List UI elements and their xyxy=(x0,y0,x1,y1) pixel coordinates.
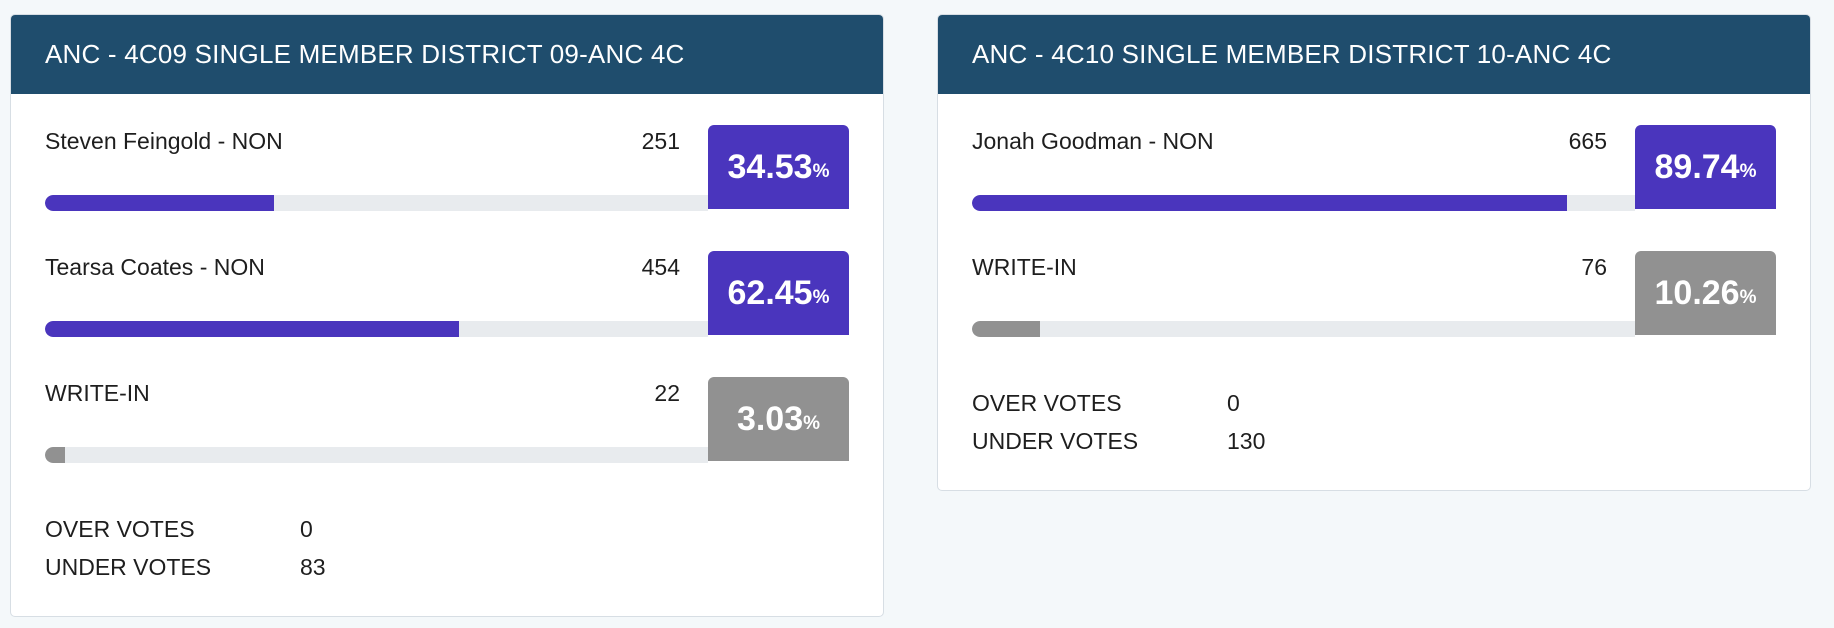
vote-stats: OVER VOTES 0 UNDER VOTES 130 xyxy=(972,384,1776,460)
percent-value: 3.03 xyxy=(736,399,804,438)
over-votes-row: OVER VOTES 0 xyxy=(45,510,849,548)
candidate-votes: 454 xyxy=(641,254,680,280)
vote-bar-fill xyxy=(45,321,460,337)
candidate-name: Steven Feingold - NON xyxy=(45,128,283,154)
percent-sign: % xyxy=(812,287,830,308)
vote-bar-track xyxy=(45,447,708,463)
candidate-votes: 76 xyxy=(1581,254,1607,280)
under-votes-row: UNDER VOTES 130 xyxy=(972,422,1776,460)
over-votes-label: OVER VOTES xyxy=(972,390,1122,416)
percent-sign: % xyxy=(812,161,830,182)
candidate-row: Tearsa Coates - NON 454 62.45 % xyxy=(45,251,849,379)
candidate-row: Steven Feingold - NON 251 34.53 % xyxy=(45,125,849,253)
candidate-votes: 251 xyxy=(641,128,680,154)
percent-badge: 10.26 % xyxy=(1635,251,1776,335)
vote-bar-track xyxy=(45,195,708,211)
under-votes-value: 83 xyxy=(300,554,326,580)
over-votes-label: OVER VOTES xyxy=(45,516,195,542)
vote-bar-fill xyxy=(45,447,66,463)
over-votes-row: OVER VOTES 0 xyxy=(972,384,1776,422)
percent-sign: % xyxy=(803,413,821,434)
percent-badge: 34.53 % xyxy=(708,125,849,209)
percent-badge: 89.74 % xyxy=(1635,125,1776,209)
over-votes-value: 0 xyxy=(300,516,313,542)
vote-bar-fill xyxy=(972,321,1041,337)
over-votes-value: 0 xyxy=(1227,390,1240,416)
under-votes-label: UNDER VOTES xyxy=(972,428,1139,454)
candidate-row: WRITE-IN 76 10.26 % xyxy=(972,251,1776,379)
candidate-votes: 22 xyxy=(654,380,680,406)
vote-bar-track xyxy=(972,195,1635,211)
candidate-name: Jonah Goodman - NON xyxy=(972,128,1214,154)
results-list: Steven Feingold - NON 251 34.53 % Tearsa… xyxy=(11,94,883,586)
vote-bar-fill xyxy=(972,195,1567,211)
district-title: ANC - 4C09 SINGLE MEMBER DISTRICT 09-ANC… xyxy=(11,15,883,94)
vote-bar-fill xyxy=(45,195,274,211)
district-title: ANC - 4C10 SINGLE MEMBER DISTRICT 10-ANC… xyxy=(938,15,1810,94)
percent-value: 62.45 xyxy=(727,273,813,312)
under-votes-value: 130 xyxy=(1227,428,1266,454)
percent-value: 89.74 xyxy=(1654,147,1740,186)
under-votes-label: UNDER VOTES xyxy=(45,554,212,580)
vote-stats: OVER VOTES 0 UNDER VOTES 83 xyxy=(45,510,849,586)
percent-value: 10.26 xyxy=(1654,273,1740,312)
percent-sign: % xyxy=(1739,287,1757,308)
candidate-row: Jonah Goodman - NON 665 89.74 % xyxy=(972,125,1776,253)
candidate-name: WRITE-IN xyxy=(972,254,1077,280)
candidate-name: Tearsa Coates - NON xyxy=(45,254,265,280)
percent-badge: 3.03 % xyxy=(708,377,849,461)
candidate-name: WRITE-IN xyxy=(45,380,150,406)
vote-bar-track xyxy=(45,321,708,337)
percent-sign: % xyxy=(1739,161,1757,182)
candidate-row: WRITE-IN 22 3.03 % xyxy=(45,377,849,505)
percent-value: 34.53 xyxy=(727,147,813,186)
district-card-4c09: ANC - 4C09 SINGLE MEMBER DISTRICT 09-ANC… xyxy=(10,14,884,617)
vote-bar-track xyxy=(972,321,1635,337)
results-list: Jonah Goodman - NON 665 89.74 % WRITE-IN… xyxy=(938,94,1810,460)
district-card-4c10: ANC - 4C10 SINGLE MEMBER DISTRICT 10-ANC… xyxy=(937,14,1811,491)
under-votes-row: UNDER VOTES 83 xyxy=(45,548,849,586)
candidate-votes: 665 xyxy=(1568,128,1607,154)
percent-badge: 62.45 % xyxy=(708,251,849,335)
